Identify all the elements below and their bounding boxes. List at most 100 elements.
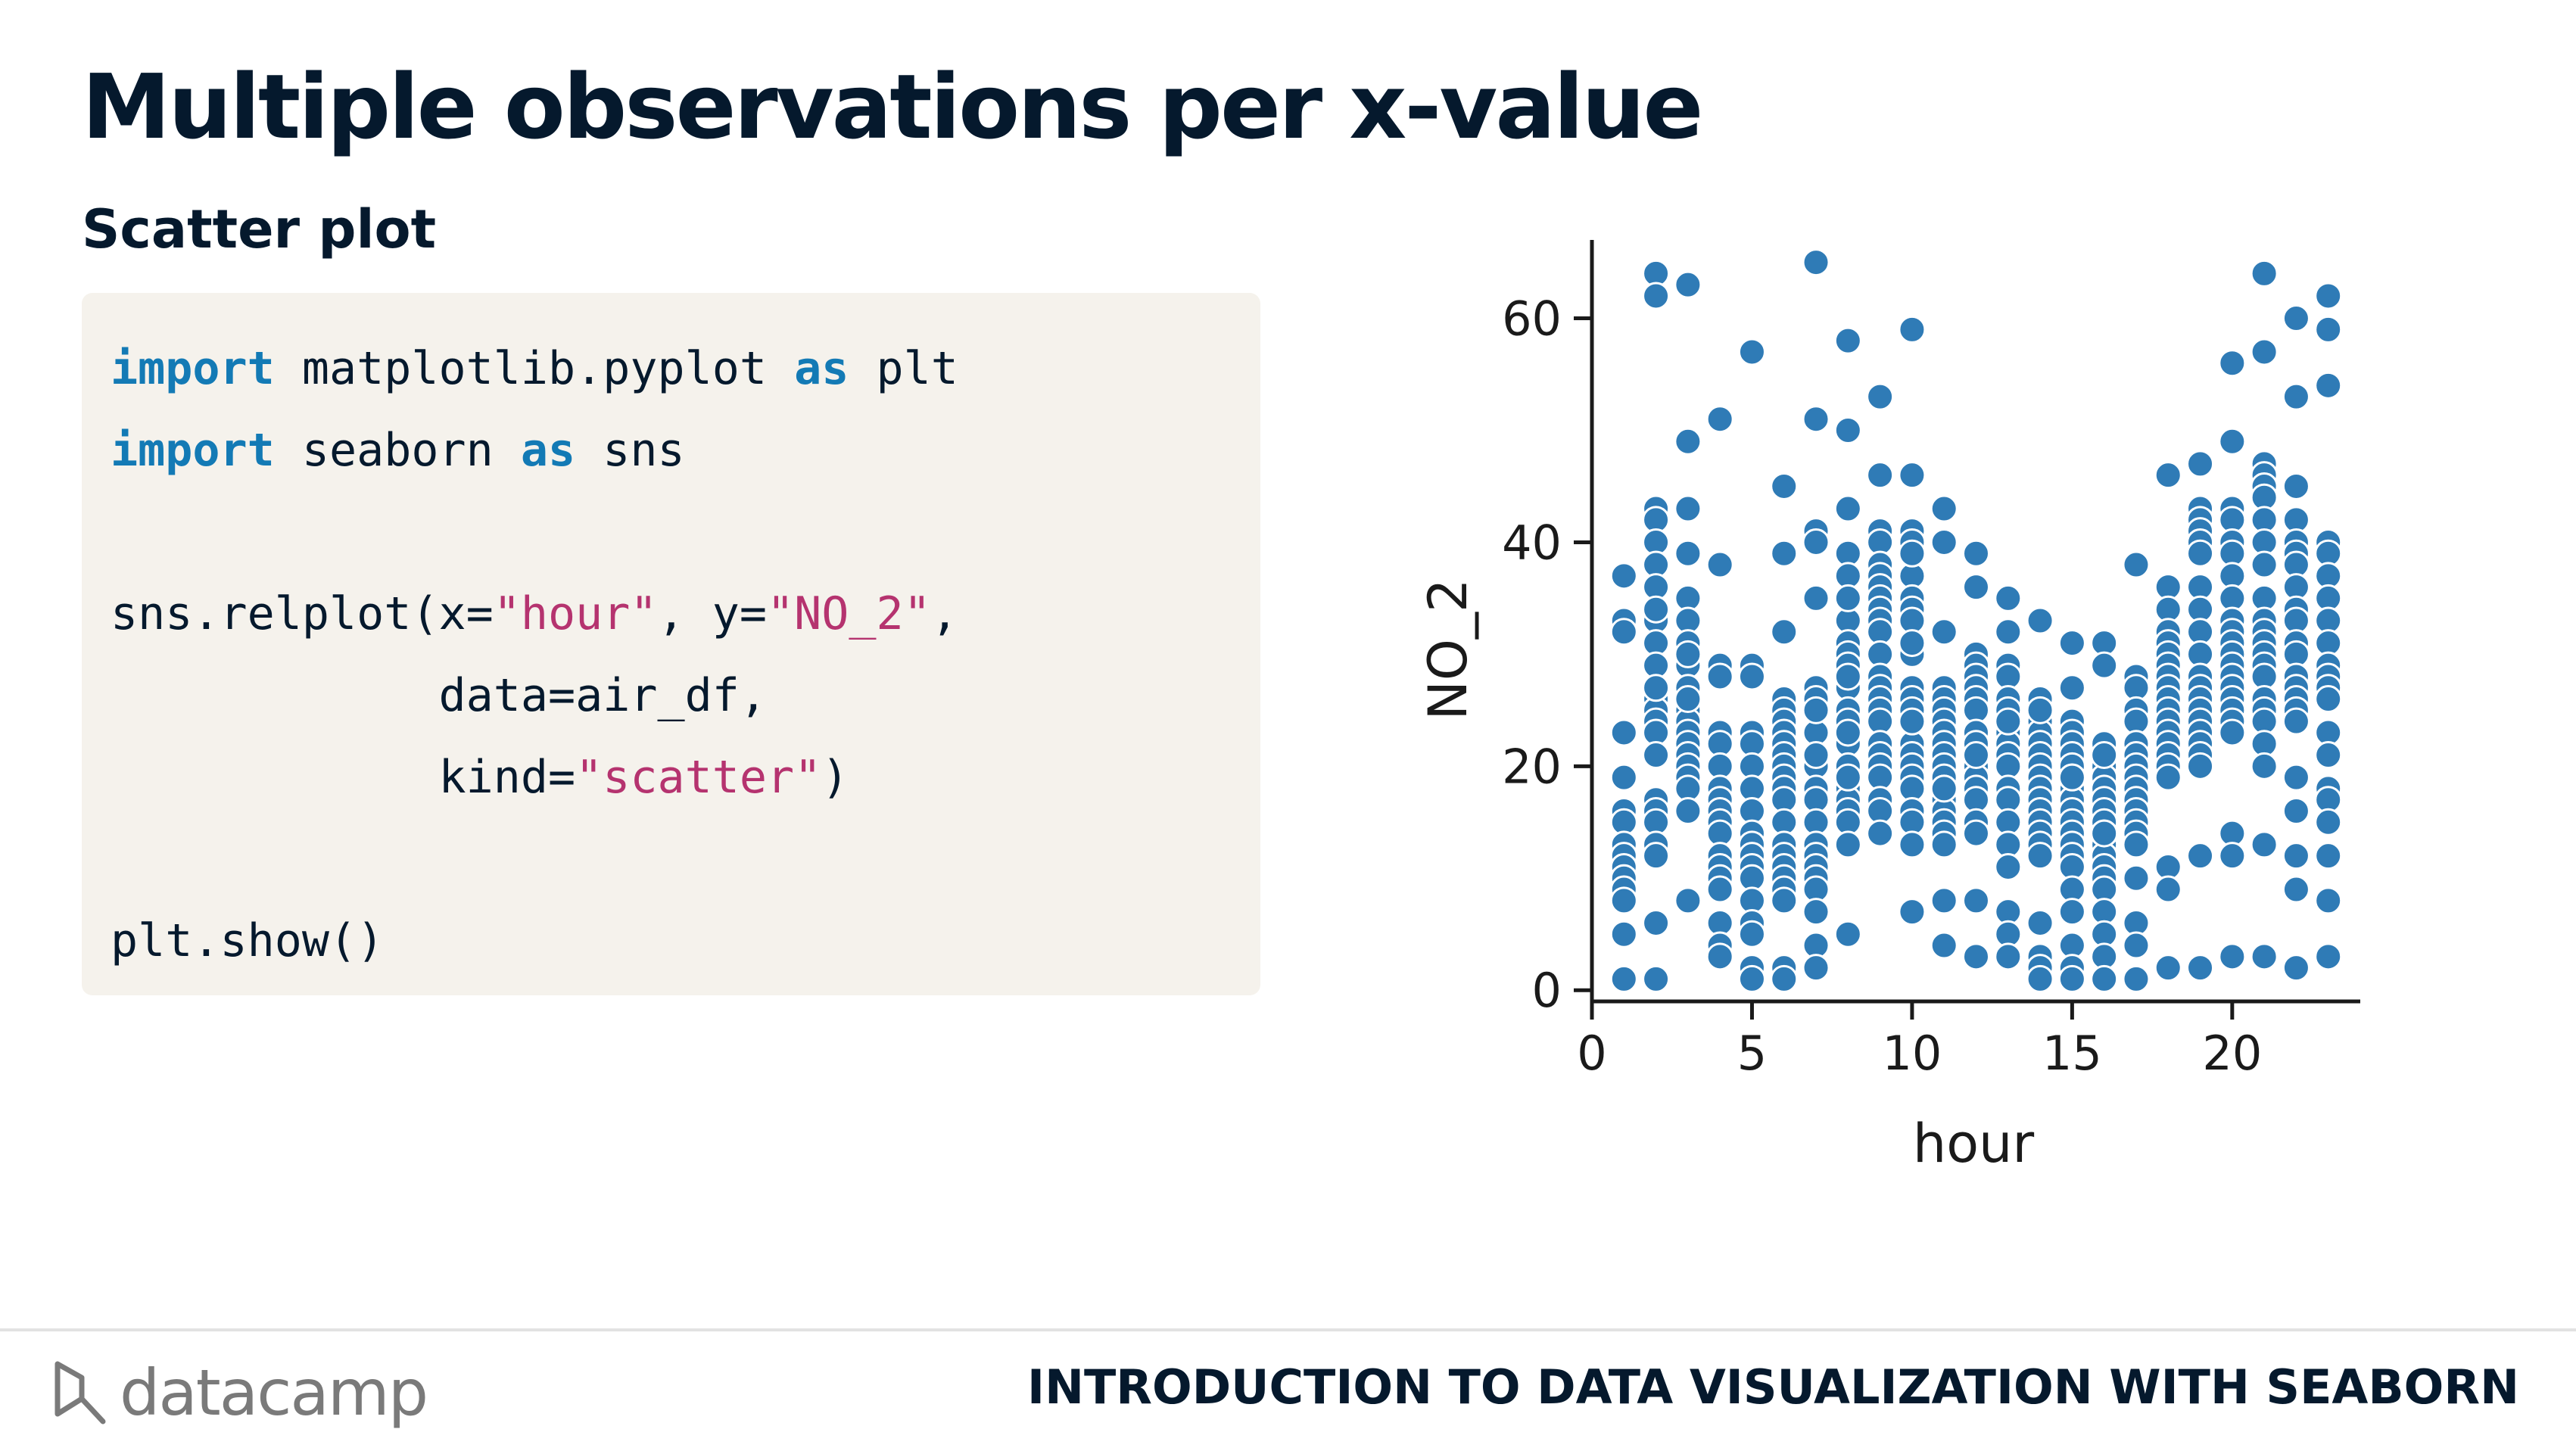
scatter-point	[1674, 270, 1702, 299]
scatter-point	[2218, 942, 2247, 971]
scatter-point	[2154, 875, 2182, 904]
scatter-point	[1994, 618, 2023, 646]
scatter-point	[1898, 707, 1927, 736]
scatter-point	[1609, 964, 1638, 993]
scatter-point	[1962, 573, 1990, 602]
scatter-point	[1674, 685, 1702, 714]
scatter-point	[1994, 584, 2023, 612]
scatter-point	[1802, 741, 1830, 770]
y-axis-label: NO_2	[1417, 579, 1479, 721]
scatter-point	[2122, 864, 2151, 892]
scatter-point	[1930, 774, 1958, 803]
scatter-point	[2314, 808, 2343, 836]
scatter-point	[1833, 718, 1862, 747]
scatter-point	[2026, 964, 2054, 993]
scatter-point	[1737, 920, 1766, 948]
x-axis-label: hour	[1913, 1113, 2035, 1175]
scatter-point	[2218, 842, 2247, 870]
scatter-point	[1674, 886, 1702, 915]
scatter-point	[2154, 763, 2182, 792]
scatter-point	[1642, 674, 1671, 702]
scatter-point	[1898, 629, 1927, 658]
scatter-point	[2314, 371, 2343, 400]
scatter-point	[1802, 584, 1830, 612]
scatter-point	[1866, 382, 1895, 411]
scatter-point	[2154, 954, 2182, 982]
code-string: "scatter"	[575, 751, 822, 804]
scatter-point	[1962, 942, 1990, 971]
scatter-point	[1930, 528, 1958, 556]
scatter-point	[1642, 741, 1671, 770]
code-line: import seaborn as sns	[111, 428, 685, 473]
scatter-point	[1930, 830, 1958, 859]
code-text: data=air_df,	[111, 669, 767, 722]
scatter-point	[2026, 696, 2054, 724]
code-keyword: as	[520, 424, 576, 477]
scatter-point	[1898, 461, 1927, 490]
scatter-point	[1642, 595, 1671, 624]
scatter-point	[1674, 797, 1702, 825]
scatter-point	[2282, 954, 2310, 982]
scatter-point	[2186, 752, 2215, 780]
scatter-point	[1833, 326, 1862, 355]
code-block: import matplotlib.pyplot as plt import se…	[82, 293, 1260, 995]
scatter-point	[1833, 662, 1862, 691]
scatter-point	[1770, 472, 1799, 500]
scatter-point	[1705, 942, 1734, 971]
code-text: sns	[575, 424, 685, 477]
scatter-point	[2218, 427, 2247, 456]
scatter-point	[1770, 886, 1799, 915]
scatter-point	[2057, 763, 2086, 792]
scatter-point	[1609, 886, 1638, 915]
scatter-point	[2026, 842, 2054, 870]
scatter-point	[1770, 964, 1799, 993]
scatter-point	[1802, 954, 1830, 982]
scatter-point	[1609, 763, 1638, 792]
code-line: plt.show()	[111, 918, 384, 964]
scatter-point	[1674, 494, 1702, 523]
scatter-point	[1930, 494, 1958, 523]
chart-axes: 0 5 10 15 20 0 20 40 60	[1502, 240, 2360, 1081]
code-line: import matplotlib.pyplot as plt	[111, 346, 958, 391]
code-string: "hour"	[493, 587, 658, 640]
scatter-point	[2314, 842, 2343, 870]
scatter-point	[2122, 931, 2151, 960]
code-text: seaborn	[274, 424, 521, 477]
x-tick-label: 20	[2202, 1026, 2262, 1081]
scatter-point	[1898, 898, 1927, 926]
scatter-point	[1609, 718, 1638, 747]
course-title: INTRODUCTION TO DATA VISUALIZATION WITH …	[1027, 1359, 2519, 1415]
code-string: "NO_2"	[766, 587, 931, 640]
scatter-point	[1674, 427, 1702, 456]
data-points	[1609, 248, 2343, 993]
scatter-point	[2057, 674, 2086, 702]
scatter-point	[2282, 797, 2310, 825]
x-tick-label: 5	[1737, 1026, 1767, 1081]
scatter-point	[2218, 349, 2247, 378]
scatter-point	[2282, 472, 2310, 500]
scatter-point	[2314, 685, 2343, 714]
scatter-point	[2186, 450, 2215, 478]
scatter-point	[2122, 964, 2151, 993]
scatter-point	[2186, 954, 2215, 982]
scatter-point	[1802, 405, 1830, 434]
scatter-point	[2250, 942, 2279, 971]
scatter-point	[2186, 842, 2215, 870]
scatter-point	[1994, 707, 2023, 736]
scatter-point	[1609, 562, 1638, 590]
scatter-point	[1898, 315, 1927, 344]
scatter-point	[2090, 741, 2119, 770]
footer-divider	[0, 1328, 2576, 1331]
scatter-point	[2090, 819, 2119, 848]
scatter-point	[2026, 908, 2054, 937]
code-line: sns.relplot(x="hour", y="NO_2",	[111, 591, 958, 637]
scatter-point	[2314, 886, 2343, 915]
x-tick-label: 10	[1882, 1026, 1942, 1081]
scatter-point	[1705, 405, 1734, 434]
slide-subtitle: Scatter plot	[82, 198, 437, 260]
code-keyword: import	[111, 342, 275, 395]
scatter-point	[2057, 629, 2086, 658]
code-text: plt.show()	[111, 914, 385, 967]
x-tick-label: 15	[2042, 1026, 2102, 1081]
scatter-point	[2250, 259, 2279, 288]
